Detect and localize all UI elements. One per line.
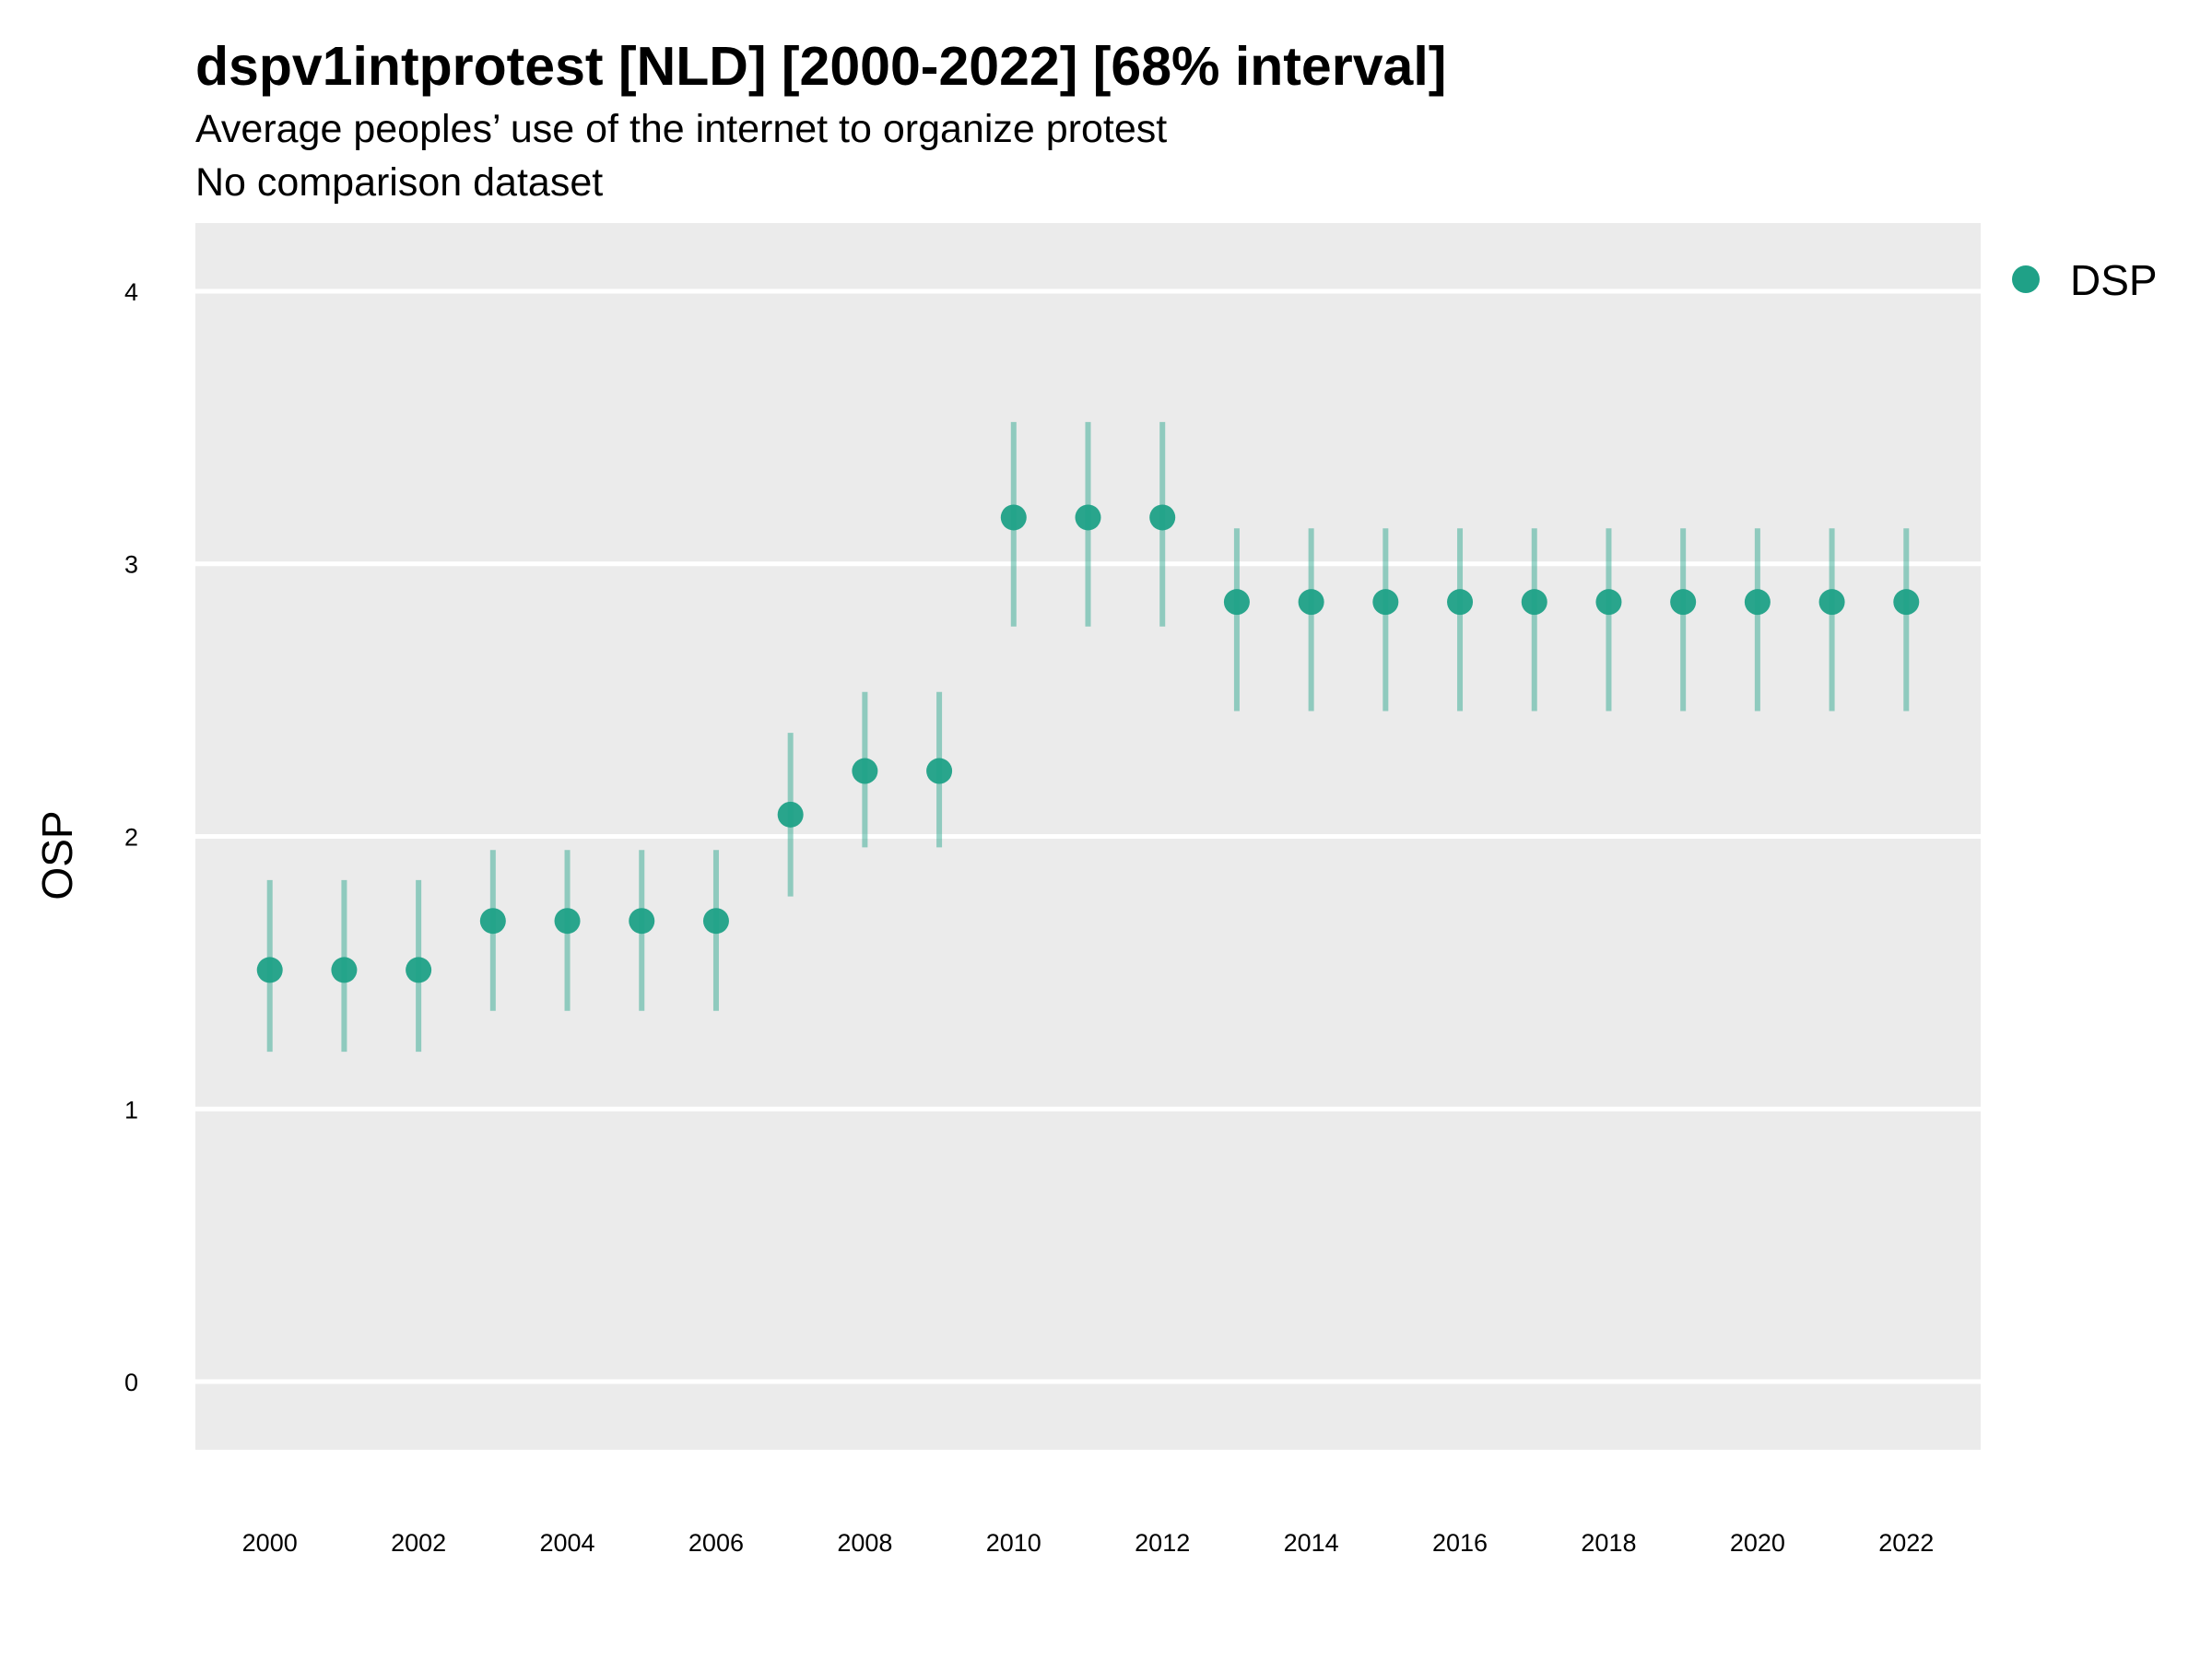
data-point[interactable] [331, 957, 358, 983]
x-tick-label: 2018 [1581, 1529, 1636, 1557]
legend-label-dsp: DSP [2070, 256, 2158, 304]
data-point[interactable] [852, 758, 878, 784]
data-point[interactable] [1744, 589, 1771, 616]
data-point[interactable] [1670, 589, 1697, 616]
data-point[interactable] [629, 908, 655, 935]
x-tick-label: 2012 [1135, 1529, 1190, 1557]
data-point[interactable] [1595, 589, 1622, 616]
data-point[interactable] [926, 758, 953, 784]
data-point[interactable] [702, 908, 729, 935]
x-tick-label: 2010 [986, 1529, 1041, 1557]
y-tick-label: 4 [124, 278, 138, 306]
x-tick-label: 2022 [1878, 1529, 1934, 1557]
x-tick-label: 2004 [540, 1529, 595, 1557]
y-tick-label: 0 [124, 1369, 138, 1396]
data-point[interactable] [1149, 504, 1176, 531]
x-tick-label: 2020 [1730, 1529, 1785, 1557]
data-point[interactable] [1372, 589, 1399, 616]
data-point[interactable] [554, 908, 581, 935]
x-tick-label: 2016 [1432, 1529, 1488, 1557]
grid [195, 288, 1981, 1384]
x-tick-label: 2006 [688, 1529, 744, 1557]
chart-subtitle-secondary: No comparison dataset [195, 160, 604, 205]
data-point[interactable] [1000, 504, 1027, 531]
y-tick-label: 3 [124, 551, 138, 579]
data-point[interactable] [479, 908, 506, 935]
y-axis-label: OSP [33, 810, 81, 900]
data-point[interactable] [1521, 589, 1547, 616]
data-points [256, 504, 1920, 983]
data-point[interactable] [1447, 589, 1474, 616]
chart-title: dspv1intprotest [NLD] [2000-2022] [68% i… [195, 36, 1447, 97]
x-tick-label: 2008 [837, 1529, 892, 1557]
y-axis-ticks: 0 1 2 3 4 [124, 278, 138, 1396]
data-point[interactable] [406, 957, 432, 983]
data-point[interactable] [1075, 504, 1101, 531]
y-tick-label: 2 [124, 824, 138, 852]
data-point[interactable] [1223, 589, 1250, 616]
data-point[interactable] [777, 801, 804, 828]
x-tick-label: 2002 [391, 1529, 446, 1557]
legend-marker-dsp [2012, 265, 2040, 293]
chart-subtitle: Average peoples’ use of the internet to … [195, 107, 1168, 151]
x-tick-label: 2014 [1284, 1529, 1339, 1557]
y-tick-label: 1 [124, 1096, 138, 1124]
data-point[interactable] [1893, 589, 1920, 616]
data-point[interactable] [1818, 589, 1845, 616]
data-point[interactable] [1298, 589, 1324, 616]
x-axis-ticks: 2000 2002 2004 2006 2008 2010 2012 2014 2016 2018… [242, 1529, 1935, 1557]
data-point[interactable] [256, 957, 283, 983]
x-tick-label: 2000 [242, 1529, 298, 1557]
legend[interactable]: DSP [2012, 256, 2158, 304]
